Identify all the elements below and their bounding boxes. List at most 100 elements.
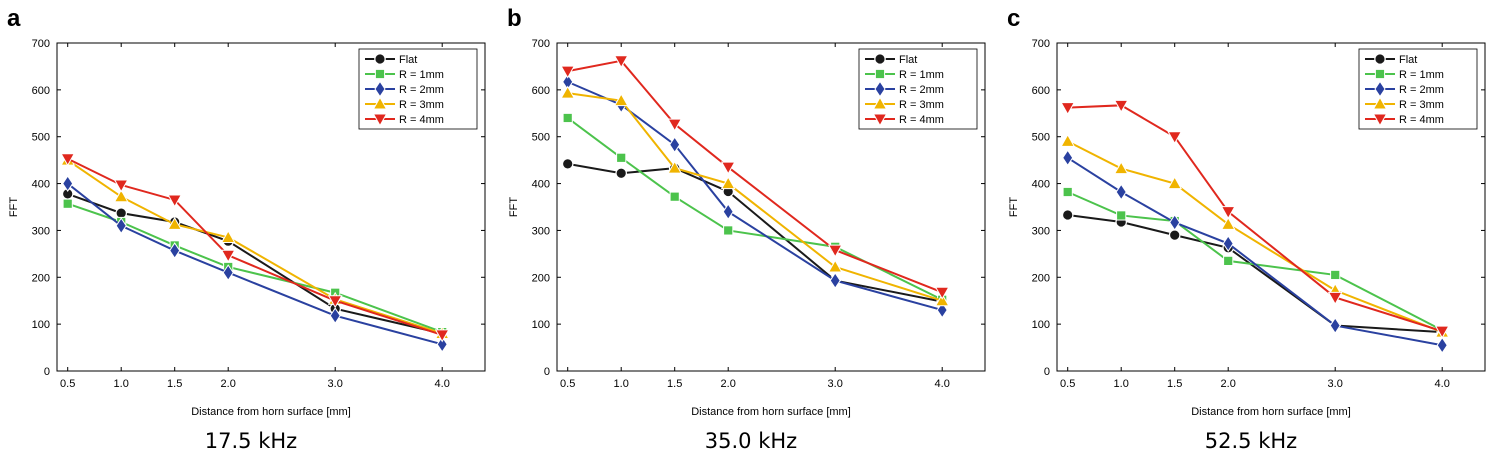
data-point	[667, 118, 683, 132]
data-point	[669, 136, 681, 154]
data-point	[1220, 206, 1236, 220]
x-tick-label: 2.0	[721, 378, 736, 390]
series-line	[67, 182, 443, 346]
series-line	[1067, 104, 1443, 333]
x-axis: 0.5 1.0 1.5 2.0 3.0 4.0	[60, 43, 450, 390]
y-axis: 0 100 200 300 400 500 600 700	[532, 38, 985, 378]
data-point	[1167, 131, 1183, 145]
legend-swatch-marker	[1372, 113, 1388, 127]
series-line	[1067, 140, 1443, 334]
data-point	[1167, 176, 1183, 190]
legend-label: R = 1mm	[1399, 69, 1444, 81]
chart-panel-c: c 0 100 200 300 400 500 600 700 0.5 1.0 1.5 2.0 3.0 4.…	[1007, 5, 1486, 453]
series-line	[67, 157, 443, 336]
legend-label: R = 2mm	[1399, 84, 1444, 96]
data-point	[1169, 214, 1181, 231]
data-point	[62, 175, 74, 192]
panel-label: b	[507, 5, 522, 32]
data-point	[720, 161, 736, 175]
y-tick-label: 500	[1032, 132, 1050, 144]
chart-panel-a: a 0 100 200 300 400 500 600 700 0.5 1.0 1.5 2.0 3.0 4.…	[7, 5, 486, 453]
legend-label: R = 4mm	[399, 114, 444, 126]
legend: Flat R = 1mm R = 2mm R = 3mm R = 4mm	[1358, 48, 1478, 130]
x-tick-label: 2.0	[221, 378, 236, 390]
data-point	[1113, 99, 1129, 113]
x-tick-label: 2.0	[1221, 378, 1236, 390]
x-tick-label: 1.0	[1114, 378, 1129, 390]
y-axis-label: FFT	[8, 197, 20, 217]
series-line	[567, 59, 943, 294]
data-point	[1330, 269, 1341, 281]
y-tick-label: 400	[1032, 179, 1050, 191]
data-point	[1223, 255, 1234, 266]
x-axis-label: Distance from horn surface [mm]	[191, 406, 351, 418]
legend-label: R = 4mm	[1399, 114, 1444, 126]
frequency-caption: 17.5 kHz	[205, 429, 297, 453]
legend-label: R = 1mm	[399, 69, 444, 81]
data-point	[1113, 161, 1129, 175]
data-point	[115, 217, 127, 235]
x-tick-label: 1.0	[114, 378, 129, 390]
legend-label: R = 3mm	[1399, 99, 1444, 111]
y-tick-label: 600	[1032, 85, 1050, 97]
x-tick-label: 0.5	[1060, 378, 1075, 390]
y-tick-label: 300	[32, 225, 50, 237]
data-point	[1434, 325, 1450, 339]
y-tick-label: 300	[532, 225, 550, 237]
x-tick-label: 0.5	[60, 378, 75, 390]
data-point	[934, 293, 950, 307]
series-flat	[1061, 209, 1448, 338]
x-axis-label: Distance from horn surface [mm]	[691, 406, 851, 418]
frequency-caption: 52.5 kHz	[1205, 429, 1297, 453]
legend-label: R = 2mm	[899, 84, 944, 96]
x-tick-label: 4.0	[1435, 378, 1450, 390]
y-tick-label: 100	[1032, 319, 1050, 331]
x-tick-label: 0.5	[560, 378, 575, 390]
data-point	[1168, 229, 1181, 241]
legend-swatch-marker	[372, 96, 388, 110]
legend-swatch-marker	[374, 68, 386, 80]
legend-swatch-marker	[872, 113, 888, 127]
series-r-4mm	[1060, 99, 1450, 339]
y-tick-label: 200	[32, 272, 50, 284]
series-line	[567, 92, 943, 302]
x-tick-label: 1.5	[1167, 378, 1182, 390]
frequency-caption: 35.0 kHz	[705, 429, 797, 453]
data-point	[934, 286, 950, 300]
y-tick-label: 700	[1032, 38, 1050, 50]
series-line	[567, 80, 943, 312]
data-point	[60, 153, 76, 167]
plot-frame	[556, 42, 986, 372]
y-tick-label: 600	[32, 85, 50, 97]
x-tick-label: 1.5	[167, 378, 182, 390]
series-line	[567, 162, 943, 303]
legend-swatch-marker	[1374, 53, 1386, 65]
x-tick-label: 3.0	[328, 378, 343, 390]
data-point	[1115, 183, 1127, 201]
data-point	[1220, 216, 1236, 230]
plot-frame	[56, 42, 486, 372]
data-point	[827, 244, 843, 258]
legend-swatch-marker	[872, 96, 888, 110]
data-point	[615, 167, 627, 180]
data-point	[62, 198, 73, 209]
data-point	[560, 65, 576, 79]
legend-swatch-marker	[372, 113, 388, 127]
legend-label: Flat	[899, 54, 917, 66]
data-point	[167, 216, 183, 230]
data-point	[1060, 133, 1076, 147]
data-point	[167, 194, 183, 208]
data-point	[613, 93, 629, 107]
chart-panel-b: b 0 100 200 300 400 500 600 700 0.5 1.0 1.5 2.0 3.0 4.…	[507, 5, 986, 453]
legend-label: R = 2mm	[399, 84, 444, 96]
series-line	[67, 159, 443, 335]
legend-label: R = 1mm	[899, 69, 944, 81]
series-line	[567, 117, 943, 301]
data-point	[669, 191, 680, 202]
x-tick-label: 3.0	[1328, 378, 1343, 390]
data-point	[1062, 149, 1074, 167]
data-point	[562, 112, 573, 124]
series-r-1mm	[1062, 186, 1448, 336]
series-r-2mm	[1062, 149, 1448, 354]
